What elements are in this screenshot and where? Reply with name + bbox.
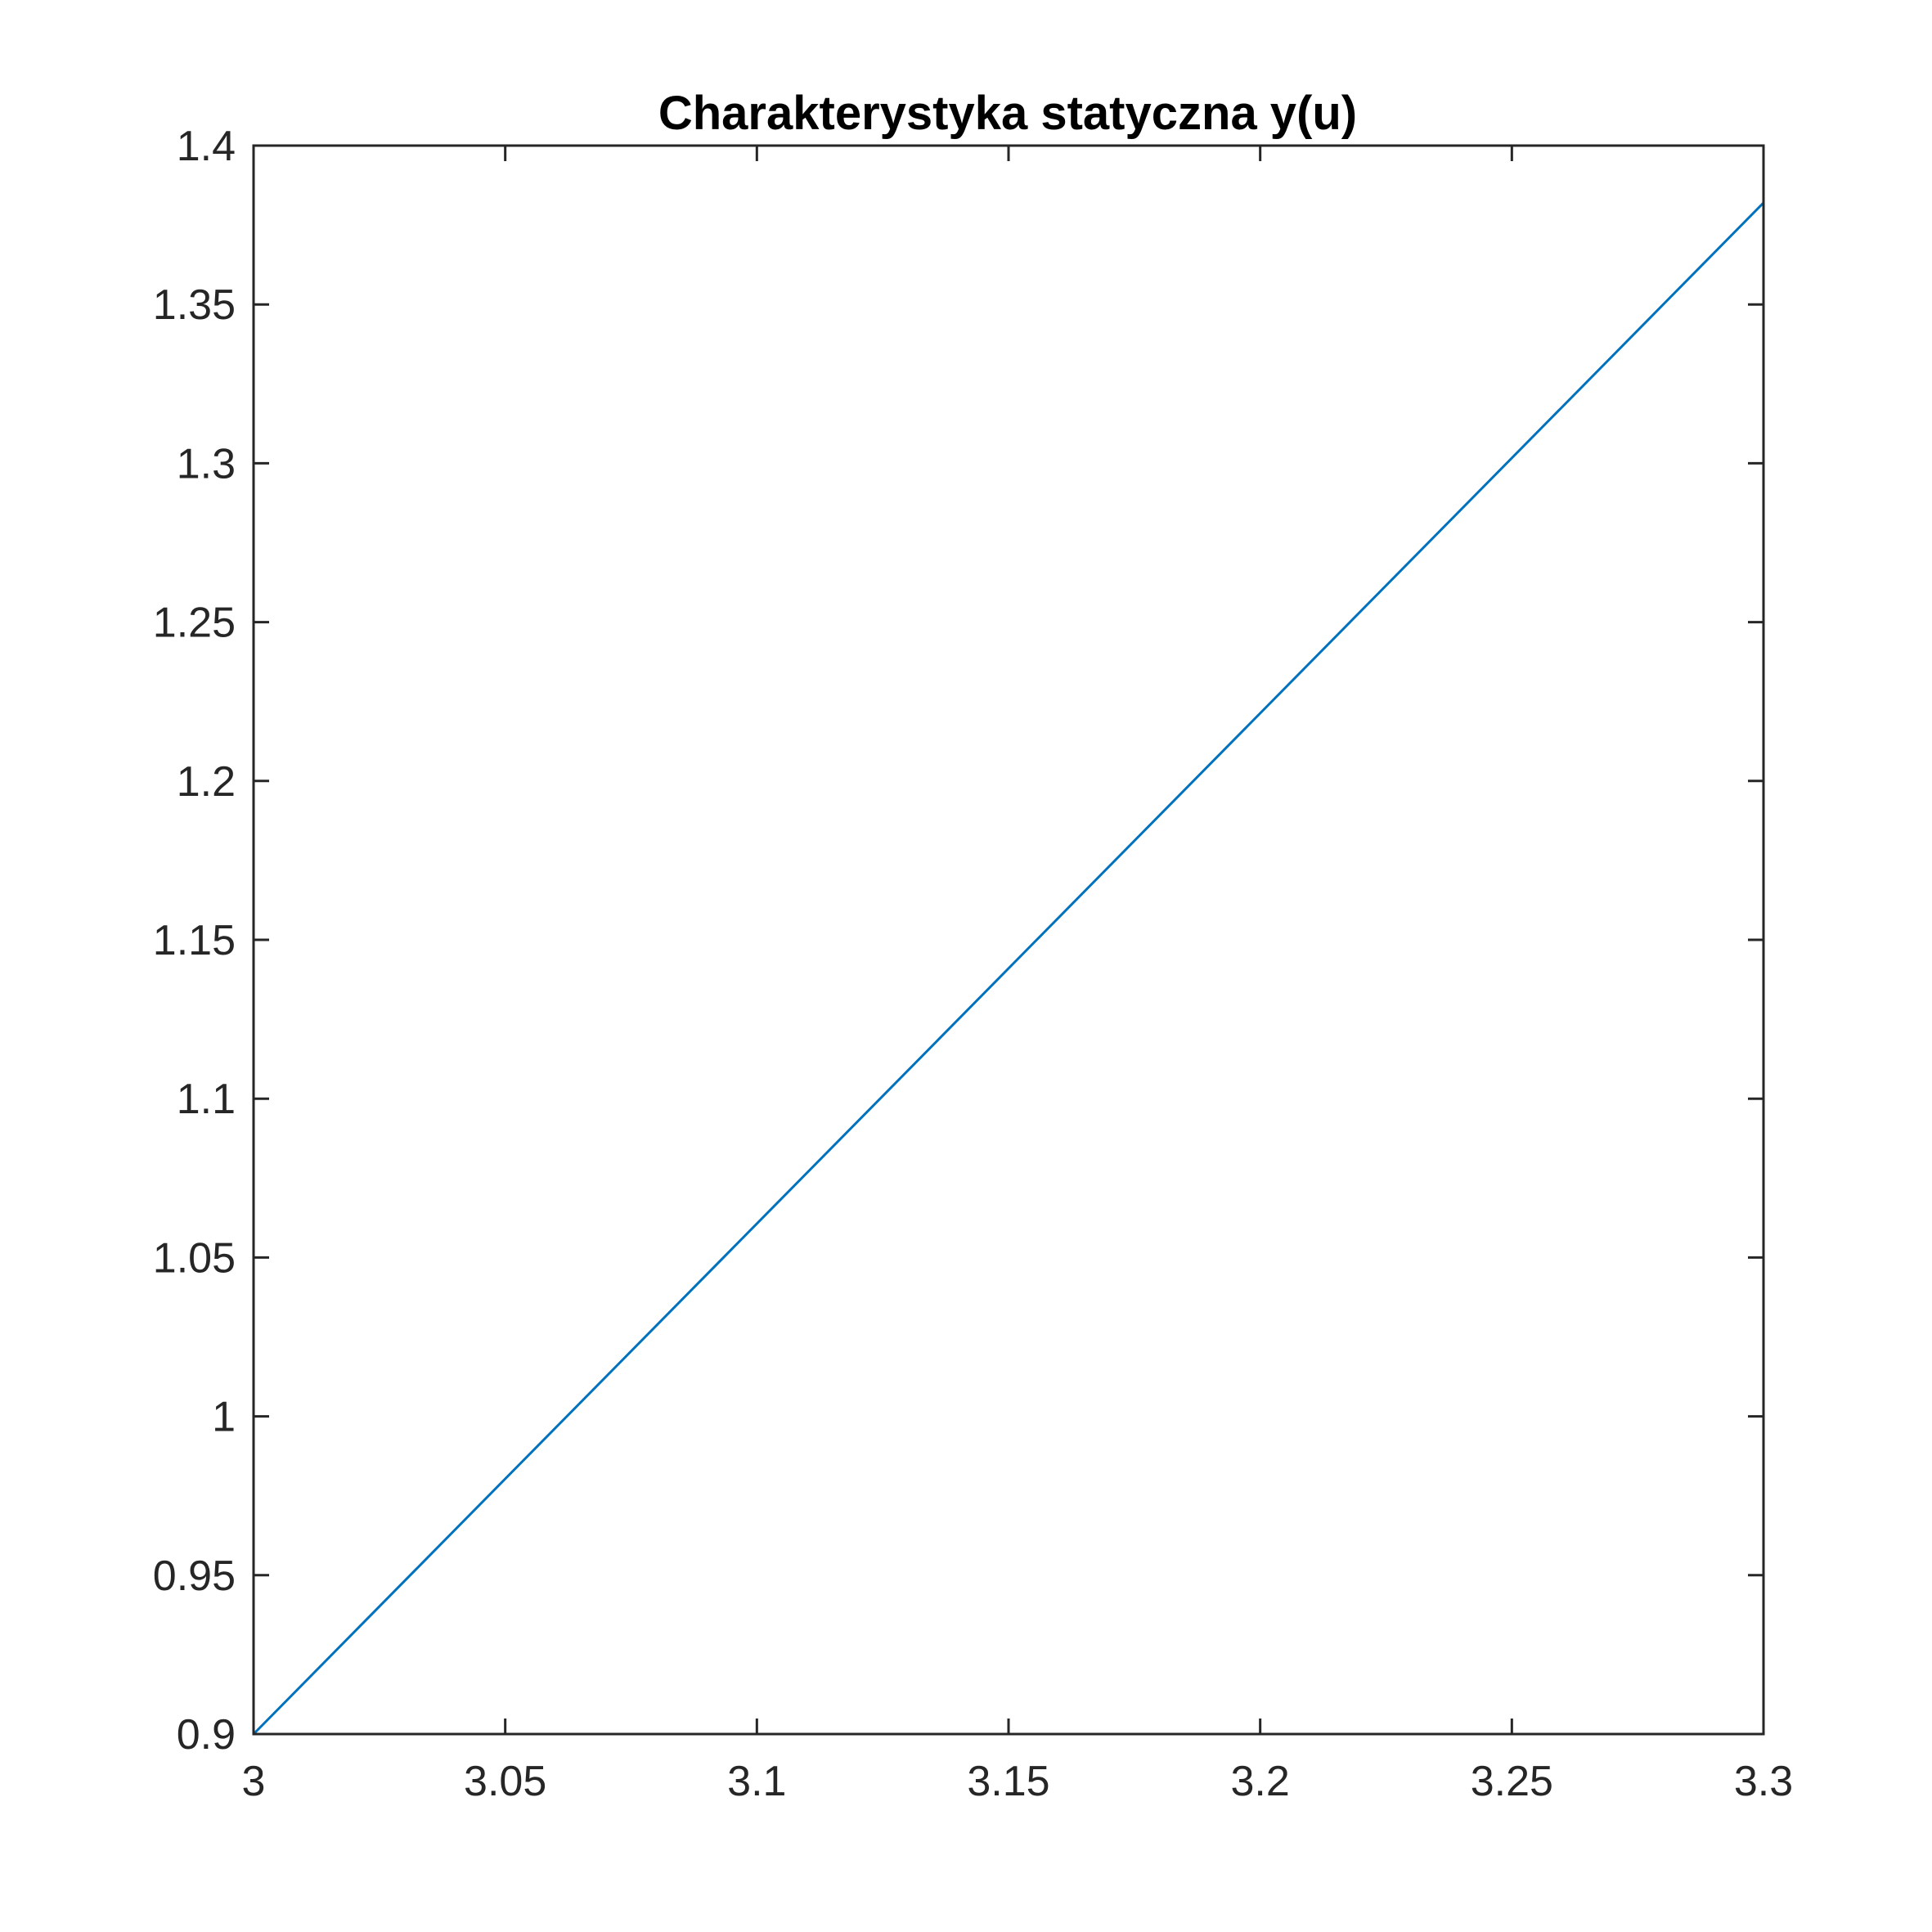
series-line-0 — [252, 201, 1765, 1736]
plot-area: 3 3.05 3.1 3.15 3.2 3.25 3.3 0.9 0.95 1 1.05 1.1 1.1… — [153, 123, 1793, 1805]
y-tick-label: 1.25 — [153, 600, 236, 647]
x-tick-label: 3.25 — [1471, 1758, 1553, 1805]
x-tick-label: 3.3 — [1734, 1758, 1793, 1805]
y-tick-label: 1.2 — [177, 758, 236, 806]
y-tick-label: 1.4 — [177, 123, 236, 170]
y-tick-label: 1.35 — [153, 281, 236, 329]
x-tick-label: 3.2 — [1231, 1758, 1290, 1805]
x-tick-label: 3 — [242, 1758, 266, 1805]
x-tick-label: 3.1 — [727, 1758, 786, 1805]
y-tick-label: 0.95 — [153, 1552, 236, 1600]
x-tick-label: 3.05 — [464, 1758, 546, 1805]
y-tick-label: 1.3 — [177, 440, 236, 487]
x-tick-label: 3.15 — [967, 1758, 1049, 1805]
y-tick-label: 0.9 — [177, 1711, 236, 1759]
y-tick-label: 1.05 — [153, 1234, 236, 1282]
y-tick-label: 1 — [212, 1394, 236, 1441]
y-tick-label: 1.15 — [153, 917, 236, 964]
y-tick-label: 1.1 — [177, 1076, 236, 1123]
chart-title: Charakterystyka statyczna y(u) — [658, 87, 1357, 140]
